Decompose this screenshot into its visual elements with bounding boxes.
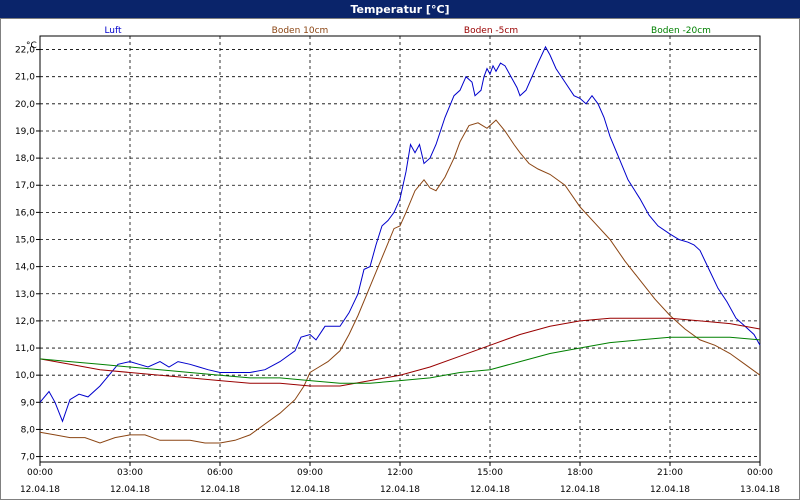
y-tick-label: 18,0 <box>15 154 35 164</box>
y-tick-label: 14,0 <box>15 263 35 273</box>
x-tick-date-label: 13.04.18 <box>740 485 780 495</box>
y-tick-label: 7,0 <box>21 453 36 463</box>
legend-entry-boden-5cm: Boden -5cm <box>464 26 518 36</box>
y-tick-label: 15,0 <box>15 236 35 246</box>
window-titlebar: Temperatur [°C] <box>0 0 800 18</box>
x-tick-time-label: 00:00 <box>747 468 773 478</box>
y-tick-label: 13,0 <box>15 290 35 300</box>
y-tick-label: 21,0 <box>15 73 35 83</box>
x-tick-date-label: 12.04.18 <box>290 485 330 495</box>
x-tick-time-label: 00:00 <box>27 468 53 478</box>
x-tick-date-label: 12.04.18 <box>560 485 600 495</box>
x-tick-time-label: 18:00 <box>567 468 593 478</box>
series-line-boden-20cm <box>39 336 761 384</box>
x-tick-time-label: 15:00 <box>477 468 503 478</box>
chart-title: Temperatur [°C] <box>350 2 450 16</box>
x-tick-time-label: 12:00 <box>387 468 413 478</box>
x-tick-date-label: 12.04.18 <box>200 485 240 495</box>
legend-entry-boden-10cm: Boden 10cm <box>272 26 329 36</box>
y-tick-label: 22,0 <box>15 46 35 56</box>
y-tick-label: 10,0 <box>15 371 35 381</box>
x-tick-date-label: 12.04.18 <box>650 485 690 495</box>
x-tick-time-label: 09:00 <box>297 468 323 478</box>
y-tick-label: 9,0 <box>21 398 36 408</box>
y-tick-label: 11,0 <box>15 344 35 354</box>
legend-entry-boden-20cm: Boden -20cm <box>651 26 711 36</box>
y-tick-label: 19,0 <box>15 127 35 137</box>
y-axis-label: °C <box>26 41 37 51</box>
x-tick-date-label: 12.04.18 <box>380 485 420 495</box>
x-tick-date-label: 12.04.18 <box>470 485 510 495</box>
x-tick-date-label: 12.04.18 <box>110 485 150 495</box>
series-line-boden-10cm <box>39 119 761 444</box>
legend-entry-luft: Luft <box>104 26 122 36</box>
x-tick-time-label: 03:00 <box>117 468 143 478</box>
y-tick-label: 17,0 <box>15 181 35 191</box>
series-line-boden-5cm <box>39 317 761 387</box>
y-tick-label: 20,0 <box>15 100 35 110</box>
series-line-luft <box>39 45 761 423</box>
y-tick-label: 8,0 <box>21 425 36 435</box>
x-tick-date-label: 12.04.18 <box>20 485 60 495</box>
y-tick-label: 12,0 <box>15 317 35 327</box>
x-tick-time-label: 21:00 <box>657 468 683 478</box>
y-tick-label: 16,0 <box>15 208 35 218</box>
x-tick-time-label: 06:00 <box>207 468 233 478</box>
